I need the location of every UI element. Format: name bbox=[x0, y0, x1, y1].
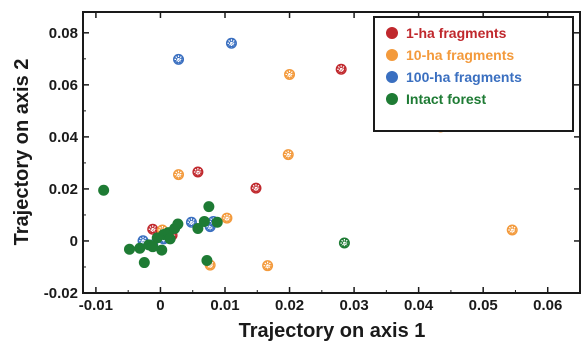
x-tick-label: 0.04 bbox=[404, 297, 434, 314]
x-tick-label: 0.02 bbox=[275, 297, 304, 314]
y-tick-label: 0 bbox=[70, 233, 78, 250]
data-point bbox=[172, 218, 184, 230]
data-point bbox=[282, 149, 294, 161]
point-marker bbox=[134, 242, 146, 254]
legend-marker bbox=[386, 49, 398, 61]
point-marker bbox=[147, 241, 159, 253]
point-marker bbox=[123, 243, 135, 255]
y-axis-title: Trajectory on axis 2 bbox=[11, 59, 33, 246]
point-spoke bbox=[194, 168, 202, 176]
data-point bbox=[262, 260, 274, 272]
legend-label: 100-ha fragments bbox=[406, 69, 522, 85]
point-spoke bbox=[508, 226, 516, 234]
legend-label: 10-ha fragments bbox=[406, 47, 514, 63]
x-tick-label: 0.05 bbox=[469, 297, 498, 314]
data-point bbox=[250, 182, 262, 194]
point-spoke bbox=[175, 171, 182, 178]
point-spoke bbox=[206, 261, 214, 269]
legend: 1-ha fragments 10-ha fragments 100-ha frag… bbox=[373, 16, 574, 132]
point-spoke bbox=[223, 214, 231, 222]
data-points bbox=[98, 37, 518, 272]
data-point bbox=[98, 184, 110, 196]
data-point bbox=[147, 241, 159, 253]
point-marker bbox=[198, 215, 210, 227]
data-point bbox=[164, 233, 176, 245]
point-marker bbox=[164, 233, 176, 245]
point-spoke bbox=[139, 237, 147, 244]
data-point bbox=[338, 237, 350, 249]
point-spoke bbox=[252, 184, 260, 192]
point-marker bbox=[98, 184, 110, 196]
data-point bbox=[201, 254, 213, 266]
data-point bbox=[506, 224, 518, 236]
data-point bbox=[221, 212, 233, 224]
point-spoke bbox=[337, 65, 345, 73]
y-tick-label: 0.04 bbox=[49, 129, 79, 146]
legend-marker bbox=[386, 93, 398, 105]
x-tick-label: 0.03 bbox=[339, 297, 368, 314]
data-point bbox=[138, 257, 150, 269]
x-tick-label: 0.06 bbox=[533, 297, 562, 314]
data-point bbox=[211, 216, 223, 228]
legend-marker bbox=[386, 27, 398, 39]
point-spoke bbox=[175, 56, 182, 63]
point-marker bbox=[201, 254, 213, 266]
point-spoke bbox=[286, 71, 293, 78]
y-tick-label: 0.06 bbox=[49, 77, 78, 94]
point-spoke bbox=[341, 239, 348, 247]
data-point bbox=[203, 201, 215, 213]
point-spoke bbox=[228, 39, 235, 47]
legend-label: 1-ha fragments bbox=[406, 25, 507, 41]
y-tick-label: 0.08 bbox=[49, 25, 78, 42]
point-spoke bbox=[188, 218, 195, 226]
point-marker bbox=[172, 218, 184, 230]
y-tick-label: 0.02 bbox=[49, 181, 78, 198]
x-axis-title: Trajectory on axis 1 bbox=[239, 320, 426, 342]
legend-item: Intact forest bbox=[386, 91, 486, 107]
point-spoke bbox=[264, 262, 271, 269]
x-tick-label: 0 bbox=[156, 297, 164, 314]
x-tick-label: -0.01 bbox=[79, 297, 113, 314]
data-point bbox=[225, 37, 237, 49]
data-point bbox=[335, 63, 347, 75]
legend-label: Intact forest bbox=[406, 91, 486, 107]
point-marker bbox=[211, 216, 223, 228]
point-marker bbox=[138, 257, 150, 269]
point-spoke bbox=[149, 226, 156, 233]
y-tick-label: -0.02 bbox=[44, 285, 78, 302]
data-point bbox=[284, 68, 296, 80]
axes: -0.01 0 0.01 0.02 0.03 0.04 0.05 0.06 -0.02 0 0.02… bbox=[44, 12, 580, 314]
legend-box bbox=[373, 16, 574, 132]
data-point bbox=[173, 53, 185, 65]
data-point bbox=[198, 215, 210, 227]
legend-marker bbox=[386, 71, 398, 83]
point-marker bbox=[192, 222, 204, 234]
data-point bbox=[192, 222, 204, 234]
data-point bbox=[123, 243, 135, 255]
point-spoke bbox=[285, 151, 292, 158]
data-point bbox=[192, 166, 204, 178]
point-marker bbox=[203, 201, 215, 213]
point-marker bbox=[156, 244, 168, 256]
legend-item: 1-ha fragments bbox=[386, 25, 507, 41]
data-point bbox=[156, 244, 168, 256]
legend-item: 10-ha fragments bbox=[386, 47, 514, 63]
data-point bbox=[173, 169, 185, 181]
data-point bbox=[147, 223, 159, 235]
plot-frame bbox=[82, 11, 581, 294]
legend-item: 100-ha fragments bbox=[386, 69, 522, 85]
x-tick-label: 0.01 bbox=[210, 297, 239, 314]
data-point bbox=[134, 242, 146, 254]
